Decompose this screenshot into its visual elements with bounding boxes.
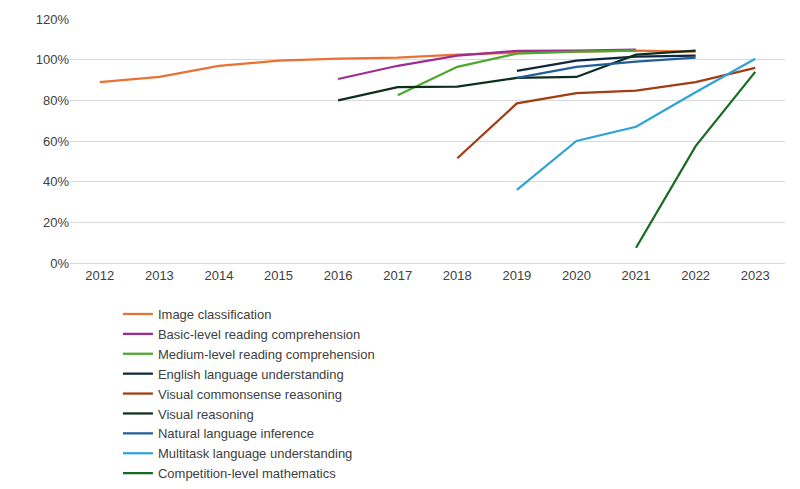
svg-text:2017: 2017: [383, 268, 412, 283]
svg-text:2013: 2013: [145, 268, 174, 283]
svg-text:2018: 2018: [443, 268, 472, 283]
svg-text:0%: 0%: [50, 256, 69, 271]
svg-text:2014: 2014: [204, 268, 233, 283]
svg-text:2023: 2023: [741, 268, 770, 283]
svg-text:40%: 40%: [43, 174, 69, 189]
svg-text:Image classification: Image classification: [158, 307, 271, 322]
svg-text:20%: 20%: [43, 215, 69, 230]
svg-text:Visual commonsense reasoning: Visual commonsense reasoning: [158, 387, 342, 402]
svg-text:Competition-level mathematics: Competition-level mathematics: [158, 466, 336, 481]
svg-text:Basic-level reading comprehens: Basic-level reading comprehension: [158, 327, 360, 342]
svg-text:Natural language inference: Natural language inference: [158, 426, 314, 441]
svg-text:80%: 80%: [43, 93, 69, 108]
svg-text:2015: 2015: [264, 268, 293, 283]
svg-text:2012: 2012: [85, 268, 114, 283]
svg-text:100%: 100%: [36, 52, 70, 67]
svg-text:2019: 2019: [502, 268, 531, 283]
svg-text:2022: 2022: [681, 268, 710, 283]
svg-text:2020: 2020: [562, 268, 591, 283]
svg-text:2016: 2016: [324, 268, 353, 283]
svg-text:Medium-level reading comprehen: Medium-level reading comprehension: [158, 347, 375, 362]
svg-text:60%: 60%: [43, 134, 69, 149]
svg-text:Visual reasoning: Visual reasoning: [158, 407, 254, 422]
svg-text:120%: 120%: [36, 12, 70, 27]
svg-text:Multitask language understandi: Multitask language understanding: [158, 446, 352, 461]
svg-text:2021: 2021: [622, 268, 651, 283]
svg-text:English language understanding: English language understanding: [158, 367, 344, 382]
